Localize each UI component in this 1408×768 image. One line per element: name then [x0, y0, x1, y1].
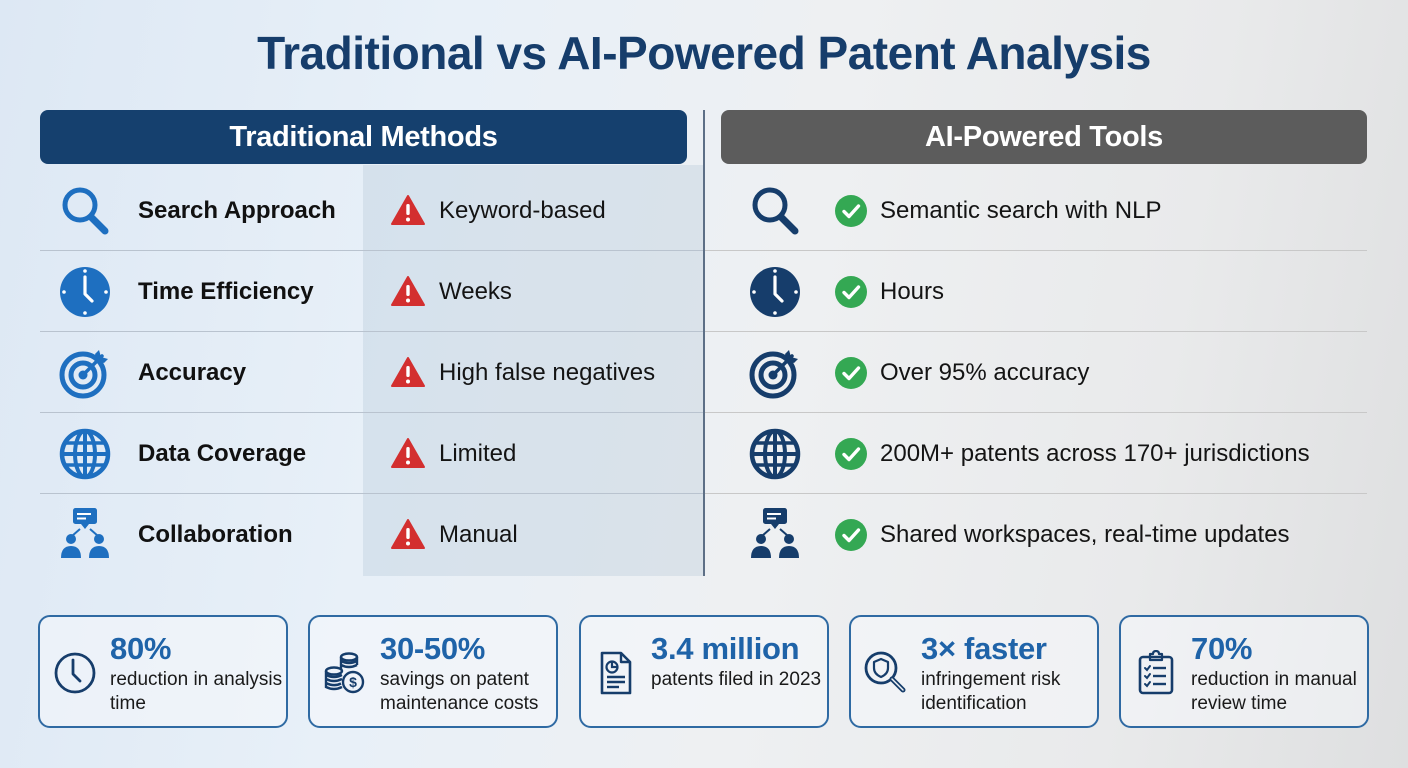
column-divider: [703, 110, 705, 576]
stat-value: 3.4 million: [651, 631, 800, 666]
clock-icon: [54, 652, 96, 694]
stat-description: patents filed in 2023: [651, 669, 822, 690]
traditional-value: High false negatives: [439, 358, 656, 386]
check-icon: [835, 519, 867, 551]
target-icon: [59, 350, 108, 399]
comparison-row-accuracy: Accuracy High false negatives Over 95% a…: [0, 332, 1408, 413]
shield-search-icon: [864, 651, 906, 693]
document-chart-icon: [600, 651, 632, 695]
stat-card-maintenance-savings: $ 30-50% savings on patent maintenance c…: [308, 615, 558, 728]
search-icon: [62, 187, 109, 235]
ai-powered-tools-header: AI-Powered Tools: [721, 110, 1367, 164]
traditional-value: Keyword-based: [439, 196, 606, 224]
row-divider: [40, 493, 703, 494]
target-icon: [749, 350, 798, 399]
stat-value: 80%: [110, 631, 172, 666]
stat-description: savings on patent maintenance costs: [380, 669, 539, 714]
row-label: Data Coverage: [138, 439, 307, 467]
clipboard-checklist-icon: [1138, 650, 1174, 695]
traditional-methods-header: Traditional Methods: [40, 110, 687, 164]
collaboration-icon: [61, 508, 109, 558]
row-divider: [40, 331, 703, 332]
row-label: Search Approach: [138, 196, 336, 224]
globe-icon: [59, 428, 111, 480]
traditional-value: Limited: [439, 439, 517, 467]
check-icon: [835, 438, 867, 470]
stat-value: 70%: [1191, 631, 1253, 666]
svg-text:$: $: [349, 674, 357, 690]
traditional-value: Weeks: [439, 277, 512, 305]
warning-icon: [391, 357, 425, 387]
stat-value: 3× faster: [921, 631, 1047, 666]
ai-value: Semantic search with NLP: [880, 196, 1162, 224]
stat-description: reduction in analysis time: [110, 669, 283, 714]
warning-icon: [391, 519, 425, 549]
stat-card-infringement-risk: 3× faster infringement risk identificati…: [849, 615, 1099, 728]
ai-value: Shared workspaces, real-time updates: [880, 520, 1290, 548]
clock-icon: [60, 267, 110, 317]
stat-description: reduction in manual review time: [1191, 669, 1357, 714]
comparison-row-data-coverage: Data Coverage Limited 200M+ patents acro…: [0, 413, 1408, 494]
search-icon: [752, 187, 799, 235]
comparison-row-collaboration: Collaboration Manual Shared workspaces, …: [0, 494, 1408, 575]
ai-value: Hours: [880, 277, 945, 305]
row-divider: [705, 493, 1367, 494]
row-divider: [40, 412, 703, 413]
warning-icon: [391, 438, 425, 468]
row-divider: [705, 250, 1367, 251]
coins-dollar-icon: $: [324, 652, 365, 694]
comparison-row-time-efficiency: Time Efficiency Weeks Hours: [0, 251, 1408, 332]
comparison-row-search-approach: Search Approach Keyword-based Semantic s…: [0, 170, 1408, 251]
row-divider: [705, 412, 1367, 413]
warning-icon: [391, 195, 425, 225]
stat-value: 30-50%: [380, 631, 486, 666]
stat-description: infringement risk identification: [921, 669, 1061, 714]
row-label: Collaboration: [138, 520, 293, 548]
warning-icon: [391, 276, 425, 306]
stat-card-analysis-time: 80% reduction in analysis time: [38, 615, 288, 728]
clock-icon: [750, 267, 800, 317]
row-label: Time Efficiency: [138, 277, 314, 305]
row-label: Accuracy: [138, 358, 247, 386]
ai-value: 200M+ patents across 170+ jurisdictions: [880, 439, 1310, 467]
row-divider: [40, 250, 703, 251]
collaboration-icon: [751, 508, 799, 558]
row-divider: [705, 331, 1367, 332]
traditional-values-background: [363, 165, 703, 576]
check-icon: [835, 276, 867, 308]
traditional-value: Manual: [439, 520, 518, 548]
ai-value: Over 95% accuracy: [880, 358, 1090, 386]
globe-icon: [749, 428, 801, 480]
stat-card-patents-filed: 3.4 million patents filed in 2023: [579, 615, 829, 728]
page-title: Traditional vs AI-Powered Patent Analysi…: [257, 27, 1151, 79]
check-icon: [835, 195, 867, 227]
check-icon: [835, 357, 867, 389]
stat-card-manual-review: 70% reduction in manual review time: [1119, 615, 1369, 728]
